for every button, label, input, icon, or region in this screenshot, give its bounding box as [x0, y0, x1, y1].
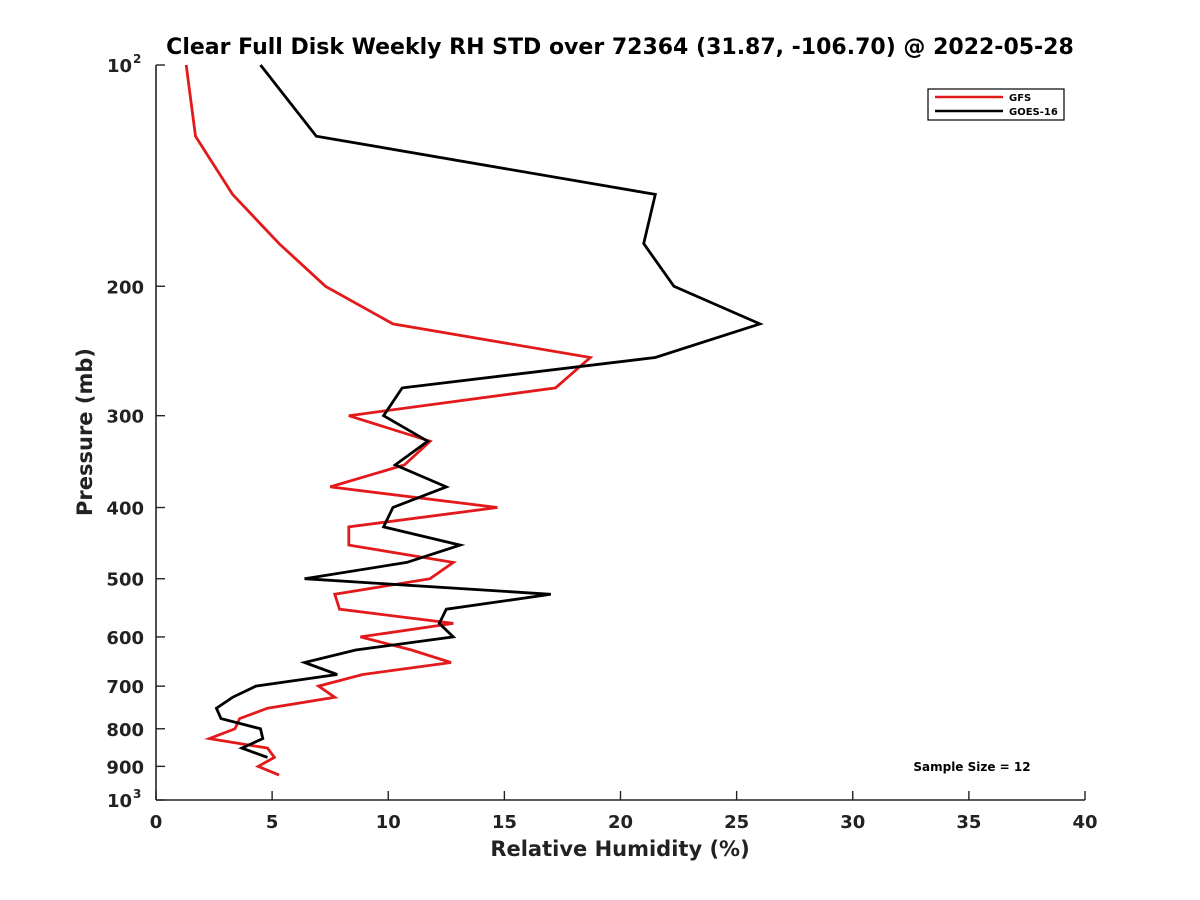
x-ticks: 0 5 10 15 20 25 30 35 40 — [150, 791, 1098, 833]
y-tick-label-exponent: 2 — [133, 52, 141, 66]
y-tick-label: 900 — [106, 757, 144, 778]
y-tick-label: 600 — [106, 628, 144, 649]
legend: GFS GOES-16 — [927, 88, 1065, 121]
x-tick-label: 30 — [840, 812, 865, 833]
y-tick-label: 500 — [106, 570, 144, 591]
x-tick-label: 20 — [608, 812, 633, 833]
sample-size-annotation: Sample Size = 12 — [913, 760, 1030, 774]
x-tick-label: 25 — [724, 812, 749, 833]
x-tick-label: 5 — [266, 812, 279, 833]
chart-title: Clear Full Disk Weekly RH STD over 72364… — [166, 35, 1074, 60]
legend-box — [927, 88, 1065, 121]
x-tick-label: 35 — [956, 812, 981, 833]
y-tick-label-exponent: 3 — [133, 787, 141, 801]
legend-label-gfs: GFS — [1009, 93, 1031, 104]
y-tick-label-base: 10 — [107, 56, 132, 77]
y-tick-label: 400 — [106, 499, 144, 520]
x-tick-label: 15 — [492, 812, 517, 833]
series-group — [184, 64, 764, 777]
y-tick-label: 700 — [106, 677, 144, 698]
legend-label-goes16: GOES-16 — [1009, 107, 1058, 118]
series-line-goes16 — [214, 64, 764, 759]
x-tick-label: 0 — [150, 812, 163, 833]
y-tick-label-base: 10 — [107, 791, 132, 812]
x-tick-label: 10 — [376, 812, 401, 833]
y-tick-label: 300 — [106, 407, 144, 428]
x-tick-label: 40 — [1072, 812, 1097, 833]
x-axis-label: Relative Humidity (%) — [490, 837, 749, 861]
y-tick-label: 200 — [106, 277, 144, 298]
y-tick-label: 800 — [106, 720, 144, 741]
y-axis-label: Pressure (mb) — [73, 348, 97, 516]
